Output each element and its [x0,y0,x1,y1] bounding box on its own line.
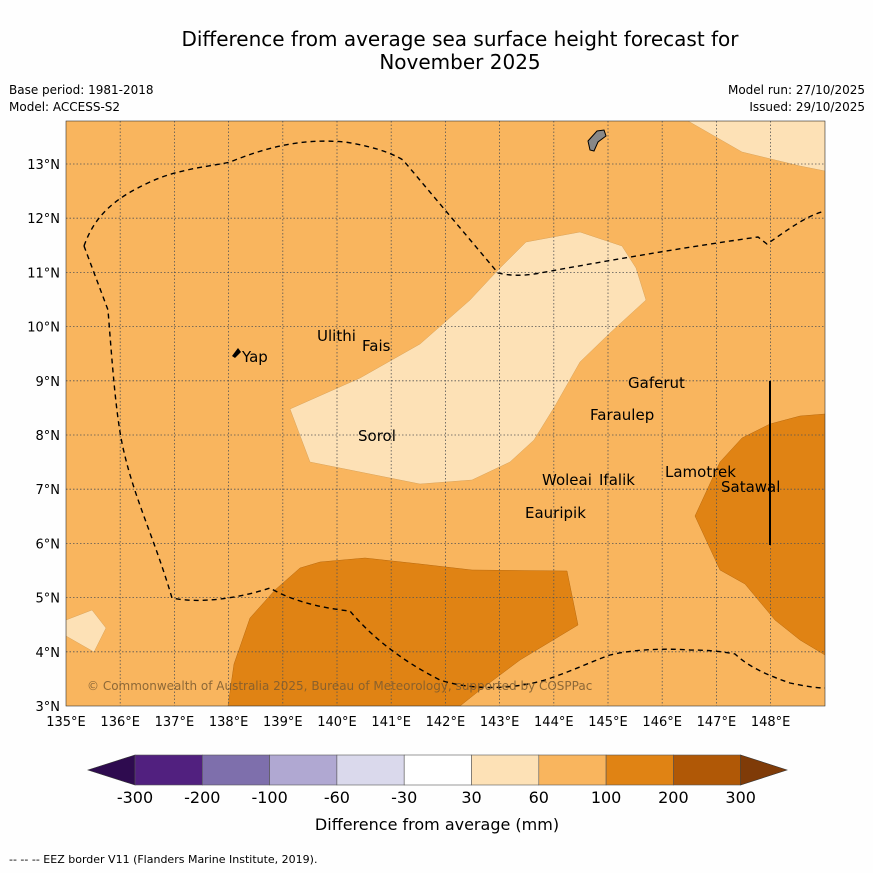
colorbar-tick-label: -200 [184,788,220,807]
lat-tick-label: 7°N [36,483,61,498]
colorbar-extend-low [87,754,136,786]
lon-tick-label: 145°E [588,715,628,730]
colorbar-tick-label: -30 [391,788,417,807]
lon-tick-label: 135°E [46,715,86,730]
dark-region-east [694,413,825,656]
lat-tick-label: 8°N [36,429,61,444]
colorbar-tick-label: 200 [658,788,689,807]
colorbar-extend-high [740,754,788,786]
colorbar-segment [403,754,472,786]
colorbar-tick-label: 100 [591,788,622,807]
colorbar-segment [538,754,607,786]
lat-tick-label: 3°N [36,700,61,715]
place-eauripik: Eauripik [525,504,586,522]
lat-tick-label: 10°N [27,321,60,336]
colorbar-segment [269,754,338,786]
place-yap: Yap [241,348,268,366]
eez-legend-note: -- -- -- EEZ border V11 (Flanders Marine… [9,853,318,866]
lon-tick-label: 140°E [317,715,357,730]
model-run: Model run: 27/10/2025 [727,83,865,97]
title-line-2: November 2025 [379,50,541,74]
eez-border [83,140,825,276]
colorbar-segment [336,754,405,786]
lon-tick-label: 147°E [697,715,737,730]
model-name: Model: ACCESS-S2 [9,100,121,114]
lon-tick-label: 143°E [480,715,520,730]
colorbar: -300 -200 -100 -60 -30 30 60 100 200 300 [87,754,788,807]
place-gaferut: Gaferut [628,374,685,392]
dark-region-south [227,557,579,706]
issued-date: Issued: 29/10/2025 [749,100,865,114]
colorbar-tick-label: 300 [725,788,756,807]
guam-island [587,129,607,152]
lat-tick-label: 6°N [36,537,61,552]
colorbar-tick-label: 30 [461,788,481,807]
lon-tick-label: 146°E [642,715,682,730]
lon-tick-label: 141°E [371,715,411,730]
colorbar-tick-label: -60 [324,788,350,807]
copyright-text: © Commonwealth of Australia 2025, Bureau… [87,679,592,693]
place-ulithi: Ulithi [317,327,356,345]
lat-tick-labels: 3°N 4°N 5°N 6°N 7°N 8°N 9°N 10°N 11°N 12°N 13°N [27,158,60,715]
lon-tick-label: 136°E [100,715,140,730]
eez-border-west [83,245,825,689]
colorbar-label: Difference from average (mm) [315,815,559,834]
lon-tick-label: 144°E [534,715,574,730]
place-lamotrek: Lamotrek [665,463,736,481]
lon-tick-label: 142°E [426,715,466,730]
lon-tick-label: 139°E [263,715,303,730]
meta-right: Model run: 27/10/2025 Issued: 29/10/2025 [728,82,865,116]
colorbar-segment [673,754,742,786]
lat-tick-label: 5°N [36,592,61,607]
place-ifalik: Ifalik [599,471,635,489]
chart-title: Difference from average sea surface heig… [80,28,840,74]
lat-tick-label: 13°N [27,158,60,173]
place-faraulep: Faraulep [590,406,654,424]
lon-tick-label: 137°E [155,715,195,730]
yap-island [232,348,241,358]
lat-tick-label: 11°N [27,266,60,281]
lat-tick-label: 12°N [27,212,60,227]
colorbar-tick-label: 60 [529,788,549,807]
place-satawal: Satawal [721,478,780,496]
colorbar-segment [471,754,540,786]
lon-tick-label: 138°E [209,715,249,730]
lat-tick-label: 4°N [36,646,61,661]
colorbar-segment [134,754,203,786]
map-frame [65,120,826,707]
gridlines [66,121,825,706]
place-woleai: Woleai [542,471,592,489]
place-sorol: Sorol [358,427,396,445]
title-line-1: Difference from average sea surface heig… [181,27,739,51]
light-region-west [66,609,107,653]
map-area: Ulithi Fais Yap Sorol Gaferut Faraulep L… [66,121,825,706]
lon-tick-label: 148°E [751,715,791,730]
place-fais: Fais [362,337,391,355]
colorbar-tick-label: -300 [117,788,153,807]
colorbar-segment [202,754,270,786]
colorbar-segment [605,754,674,786]
colorbar-tick-label: -100 [251,788,287,807]
light-region-central [289,231,647,485]
light-region-northeast [687,121,825,172]
base-period: Base period: 1981-2018 [9,83,154,97]
meta-left: Base period: 1981-2018 Model: ACCESS-S2 [9,82,154,116]
lon-tick-labels: 135°E 136°E 137°E 138°E 139°E 140°E 141°E 142°E… [46,715,790,730]
lat-tick-label: 9°N [36,375,61,390]
